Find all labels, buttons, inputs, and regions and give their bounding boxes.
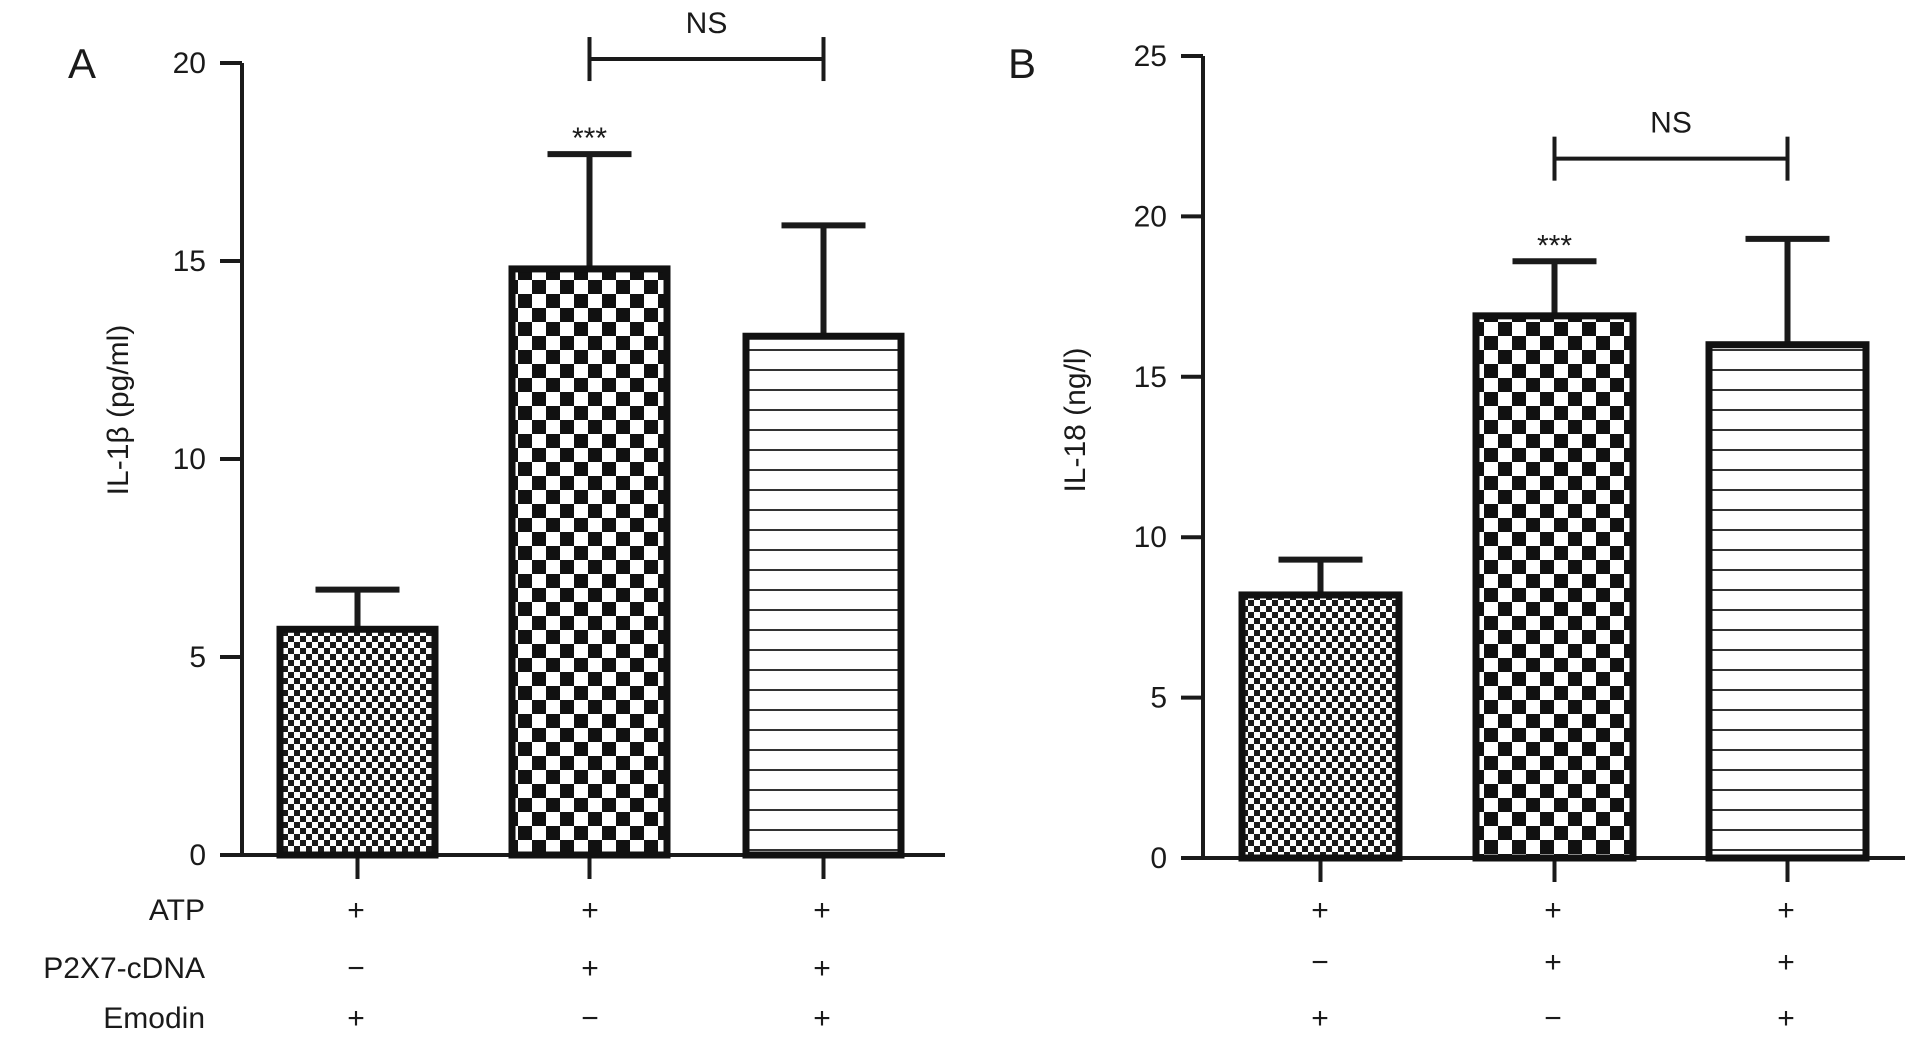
panel-b-y-tick-label-2: 10 — [1134, 521, 1167, 554]
panel-a-row-label-atp: ATP — [149, 894, 205, 927]
panel-a-y-tick-label-2: 10 — [173, 443, 206, 476]
panel-b-emodin-bar-3: + — [1777, 1002, 1795, 1035]
panel-a-y-tick-label-1: 5 — [189, 641, 206, 674]
panel-b-atp-bar-3: + — [1777, 894, 1795, 927]
panel-b-plot: 0 5 10 15 20 25 *** NS — [1134, 40, 1905, 882]
panel-a-bar-1 — [276, 625, 439, 859]
panel-a-emodin-bar-3: + — [813, 1002, 831, 1035]
panel-b-atp-bar-2: + — [1544, 894, 1562, 927]
panel-b-p2x7-bar-2: + — [1544, 946, 1562, 979]
panel-a-bar-2 — [508, 265, 671, 859]
panel-a-plot: 0 5 10 15 20 *** NS — [173, 7, 945, 879]
panel-a-bar-3 — [742, 332, 905, 859]
panel-b-p2x7-bar-3: + — [1777, 946, 1795, 979]
panel-a-y-tick-label-0: 0 — [189, 839, 206, 872]
panel-b-y-tick-label-1: 5 — [1150, 682, 1167, 715]
panel-a-p2x7-bar-3: + — [813, 952, 831, 985]
panel-a-row-label-emodin: Emodin — [103, 1002, 205, 1035]
panel-b-y-axis-label: IL-18 (ng/l) — [1059, 347, 1092, 492]
panel-a-p2x7-bar-1: − — [347, 952, 365, 985]
panel-a-bracket-label: NS — [686, 7, 728, 40]
panel-a-emodin-bar-2: − — [581, 1002, 599, 1035]
panel-b-significance-2: *** — [1537, 229, 1572, 262]
panel-b-label: B — [1008, 40, 1036, 87]
panel-b-emodin-bar-2: − — [1544, 1002, 1562, 1035]
panel-a-atp-bar-2: + — [581, 894, 599, 927]
panel-a-condition-table: ATP P2X7-cDNA Emodin + + + − + + + − + — [43, 894, 830, 1035]
panel-b-condition-table: + + + − + + + − + — [1311, 894, 1795, 1035]
panel-a-p2x7-bar-2: + — [581, 952, 599, 985]
panel-b-bar-3 — [1705, 341, 1870, 862]
panel-a-y-axis-label: IL-1β (pg/ml) — [102, 325, 135, 496]
panel-a-emodin-bar-1: + — [347, 1002, 365, 1035]
panel-a-y-tick-label-4: 20 — [173, 47, 206, 80]
panel-b-y-tick-label-5: 25 — [1134, 40, 1167, 73]
panel-b-bracket-label: NS — [1650, 107, 1692, 140]
panel-b-emodin-bar-1: + — [1311, 1002, 1329, 1035]
panel-a-row-label-p2x7: P2X7-cDNA — [43, 952, 205, 985]
panel-a-y-tick-label-3: 15 — [173, 245, 206, 278]
panel-a-atp-bar-3: + — [813, 894, 831, 927]
panel-a-label: A — [68, 40, 96, 87]
panel-b-bar-1 — [1238, 591, 1403, 862]
panel-a-atp-bar-1: + — [347, 894, 365, 927]
panel-a-significance-2: *** — [572, 122, 607, 155]
panel-b-y-tick-label-0: 0 — [1150, 842, 1167, 875]
panel-a-chart: A IL-1β (pg/ml) 0 5 10 15 20 *** NS ATP P2X7-c… — [43, 7, 945, 1035]
panel-b-bar-2 — [1472, 312, 1637, 862]
panel-b-p2x7-bar-1: − — [1311, 946, 1329, 979]
panel-b-atp-bar-1: + — [1311, 894, 1329, 927]
panel-b-y-tick-label-3: 15 — [1134, 361, 1167, 394]
panel-b-y-tick-label-4: 20 — [1134, 200, 1167, 233]
panel-b-chart: B IL-18 (ng/l) 0 5 10 15 20 25 *** NS + + + − +… — [1008, 40, 1905, 1035]
